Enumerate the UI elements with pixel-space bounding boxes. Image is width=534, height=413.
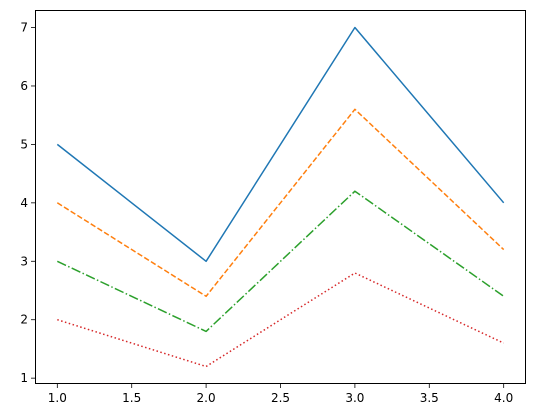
x-tick-label: 2.0: [197, 391, 216, 405]
plot-frame: [35, 10, 526, 384]
x-tick-label: 1.0: [48, 391, 67, 405]
y-tick-label: 6: [20, 79, 28, 93]
x-tick-label: 4.0: [494, 391, 513, 405]
y-tick-label: 1: [20, 371, 28, 385]
x-tick-label: 1.5: [122, 391, 141, 405]
y-tick-label: 2: [20, 313, 28, 327]
x-tick-label: 3.0: [345, 391, 364, 405]
x-axis: 1.0 1.5 2.0 2.5 3.0 3.5 4.0: [48, 384, 513, 405]
y-tick-label: 3: [20, 254, 28, 268]
series-line-4: [57, 272, 505, 368]
y-tick-label: 7: [20, 21, 28, 35]
y-axis: 1 2 3 4 5 6 7: [20, 21, 35, 385]
series-line-1: [56, 26, 505, 263]
series-line-2: [56, 108, 505, 298]
series-line-3: [56, 190, 505, 333]
x-tick-label: 3.5: [420, 391, 439, 405]
y-tick-label: 5: [20, 137, 28, 151]
series-layer: [56, 26, 505, 368]
y-tick-label: 4: [20, 196, 28, 210]
x-tick-label: 2.5: [271, 391, 290, 405]
